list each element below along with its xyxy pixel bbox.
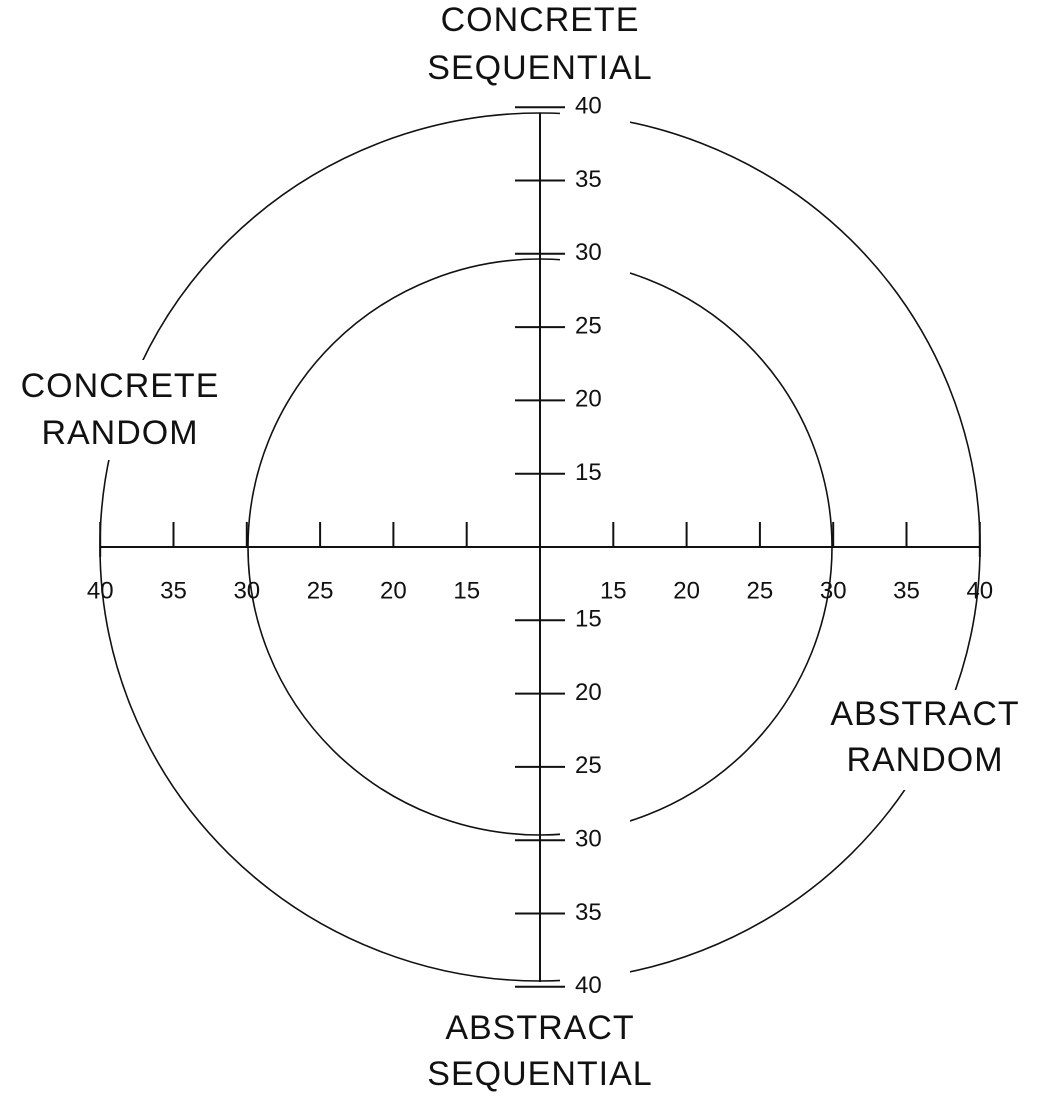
gap [560,245,630,275]
tick-label: 20 [575,386,602,413]
quadrant-label: ABSTRACT [445,1009,634,1047]
gap [560,820,630,850]
gap [800,690,1035,790]
quadrant-label: CONCRETE [441,1,640,39]
tick-label: 40 [575,93,602,120]
tick-label: 40 [575,972,602,999]
tick-label: 15 [575,606,602,633]
tick-label: 35 [575,899,602,926]
tick-label: 40 [87,577,114,604]
tick-label: 30 [233,577,260,604]
tick-label: 20 [380,577,407,604]
tick-label: 25 [575,752,602,779]
tick-label: 35 [160,577,187,604]
gap [560,965,630,1000]
quadrant-label: SEQUENTIAL [427,1055,652,1093]
quadrant-label: ABSTRACT [830,695,1019,733]
quadrant-label: SEQUENTIAL [427,49,652,87]
tick-label: 20 [673,577,700,604]
quadrant-label: RANDOM [846,741,1003,779]
tick-label: 35 [893,577,920,604]
gap [560,95,630,130]
tick-label: 35 [575,166,602,193]
tick-label: 20 [575,679,602,706]
tick-label: 30 [575,826,602,853]
quadrant-label: RANDOM [41,414,198,452]
tick-label: 40 [966,577,993,604]
tick-label: 15 [453,577,480,604]
gap [5,360,240,460]
tick-label: 30 [820,577,847,604]
tick-label: 25 [307,577,334,604]
tick-label: 25 [575,312,602,339]
tick-label: 15 [575,459,602,486]
tick-label: 25 [747,577,774,604]
tick-label: 15 [600,577,627,604]
quadrant-label: CONCRETE [21,367,220,405]
tick-label: 30 [575,239,602,266]
